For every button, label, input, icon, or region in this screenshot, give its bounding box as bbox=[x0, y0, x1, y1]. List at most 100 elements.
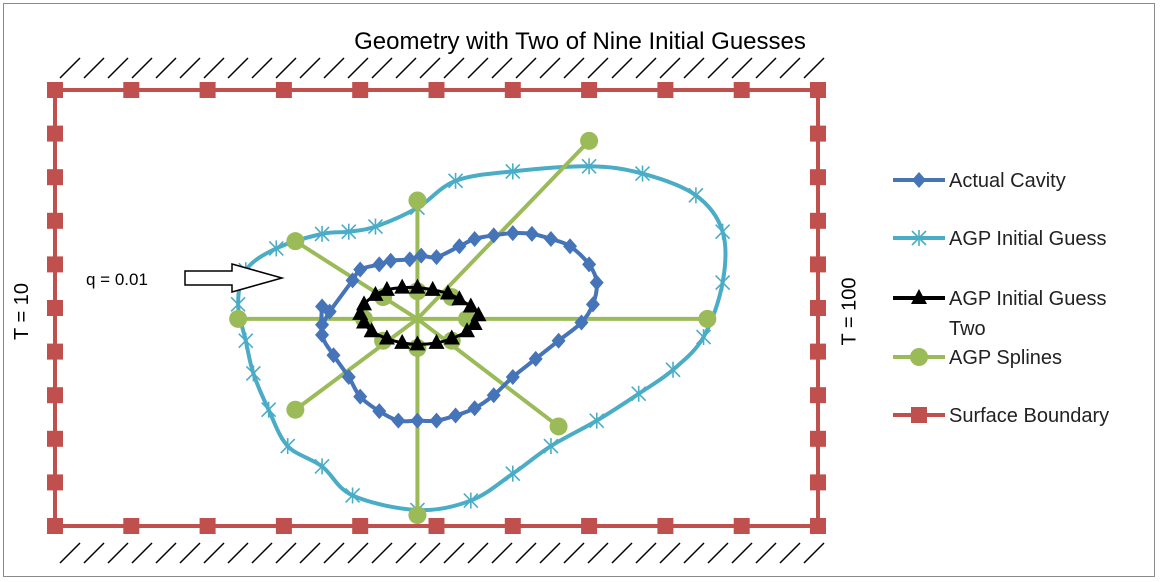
legend-label: Actual Cavity bbox=[949, 170, 1066, 192]
boundary-point bbox=[275, 518, 292, 534]
hatch-mark bbox=[131, 542, 153, 564]
hatch-mark bbox=[131, 57, 153, 79]
legend-label: AGP Initial Guess Two bbox=[949, 288, 1106, 340]
data-point bbox=[563, 238, 578, 255]
spline-point bbox=[408, 191, 427, 210]
data-point bbox=[238, 332, 254, 349]
hatch-mark bbox=[275, 542, 297, 564]
spline-point bbox=[229, 309, 248, 328]
hatch-mark bbox=[59, 542, 81, 564]
data-point bbox=[378, 280, 395, 296]
series-agp-initial-guess bbox=[230, 158, 731, 519]
data-point bbox=[715, 274, 731, 291]
data-point bbox=[410, 412, 425, 429]
data-point bbox=[356, 313, 373, 329]
boundary-point bbox=[123, 518, 140, 534]
data-point bbox=[505, 163, 521, 180]
boundary-point bbox=[810, 256, 826, 273]
hatch-mark bbox=[539, 57, 561, 79]
data-point bbox=[589, 412, 605, 429]
spline-point bbox=[580, 131, 599, 150]
hatch-mark bbox=[587, 57, 609, 79]
data-point bbox=[326, 347, 341, 364]
data-point bbox=[314, 225, 330, 242]
boundary-line bbox=[53, 88, 820, 528]
hatch-mark bbox=[203, 542, 225, 564]
spline-point bbox=[286, 232, 305, 251]
legend-item-agp-initial-guess: AGP Initial Guess bbox=[893, 228, 1106, 250]
boundary-point bbox=[810, 387, 826, 404]
legend-swatch-marker bbox=[911, 289, 927, 304]
data-point bbox=[581, 158, 597, 175]
boundary-point bbox=[810, 300, 826, 316]
boundary-point bbox=[810, 125, 826, 142]
hatch-mark bbox=[515, 542, 537, 564]
data-point bbox=[505, 369, 520, 386]
data-point bbox=[688, 187, 704, 204]
hatch-mark bbox=[467, 542, 489, 564]
hatch-mark bbox=[443, 57, 465, 79]
legend-item-agp-splines: AGP Splines bbox=[893, 347, 1062, 369]
boundary-point bbox=[581, 82, 598, 98]
data-point bbox=[345, 272, 360, 289]
hatch-mark bbox=[491, 542, 513, 564]
data-point bbox=[452, 238, 467, 255]
hatch-mark bbox=[347, 542, 369, 564]
hatch-mark bbox=[659, 57, 681, 79]
boundary-point bbox=[199, 518, 216, 534]
spline-spoke bbox=[416, 317, 560, 429]
boundary-point bbox=[47, 125, 63, 142]
boundary-point bbox=[47, 387, 63, 404]
boundary-point bbox=[657, 518, 674, 534]
boundary-point bbox=[810, 82, 826, 98]
data-point bbox=[314, 458, 330, 475]
hatch-mark bbox=[371, 542, 393, 564]
hatch-mark bbox=[395, 542, 417, 564]
data-point bbox=[429, 249, 444, 266]
data-point bbox=[378, 329, 395, 345]
boundary-point bbox=[275, 82, 292, 98]
series-agp-initial-guess-two bbox=[352, 278, 487, 351]
boundary-point bbox=[733, 518, 750, 534]
boundary-point bbox=[504, 518, 521, 534]
data-point bbox=[463, 492, 479, 509]
data-point bbox=[315, 316, 330, 333]
data-point bbox=[391, 412, 406, 429]
boundary-point bbox=[47, 430, 63, 447]
series-surface-boundary bbox=[47, 82, 826, 534]
data-point bbox=[372, 403, 387, 420]
data-point bbox=[268, 240, 284, 257]
legend-item-surface-boundary: Surface Boundary bbox=[893, 405, 1109, 427]
legend: Actual Cavity AGP Initial Guess AGP Initia… bbox=[893, 170, 1109, 427]
boundary-point bbox=[657, 82, 674, 98]
legend-label: Surface Boundary bbox=[949, 405, 1109, 427]
data-point bbox=[574, 314, 589, 331]
hatch-mark bbox=[515, 57, 537, 79]
data-point bbox=[394, 333, 411, 349]
hatch-mark bbox=[683, 542, 705, 564]
data-point bbox=[582, 256, 597, 273]
chart-title: Geometry with Two of Nine Initial Guesse… bbox=[354, 28, 806, 55]
hatch-mark bbox=[107, 542, 129, 564]
boundary-point bbox=[47, 256, 63, 273]
hatch-mark bbox=[563, 542, 585, 564]
data-point bbox=[409, 335, 426, 351]
hatch-mark bbox=[467, 57, 489, 79]
legend-item-agp-initial-guess-two: AGP Initial Guess Two bbox=[893, 288, 1106, 340]
data-point bbox=[443, 329, 460, 345]
boundary-point bbox=[733, 82, 750, 98]
left-boundary-label: T = 10 bbox=[10, 283, 33, 340]
hatch-mark bbox=[227, 542, 249, 564]
data-point bbox=[429, 412, 444, 429]
data-point bbox=[551, 332, 566, 349]
data-point bbox=[230, 296, 246, 313]
hatch-mark bbox=[155, 542, 177, 564]
data-point bbox=[439, 284, 456, 300]
boundary-point bbox=[199, 82, 216, 98]
spline-spoke bbox=[294, 317, 419, 412]
hatch-mark bbox=[611, 542, 633, 564]
boundary-point bbox=[123, 82, 140, 98]
boundary-point bbox=[352, 518, 369, 534]
data-point bbox=[543, 230, 558, 247]
data-point bbox=[528, 350, 543, 367]
